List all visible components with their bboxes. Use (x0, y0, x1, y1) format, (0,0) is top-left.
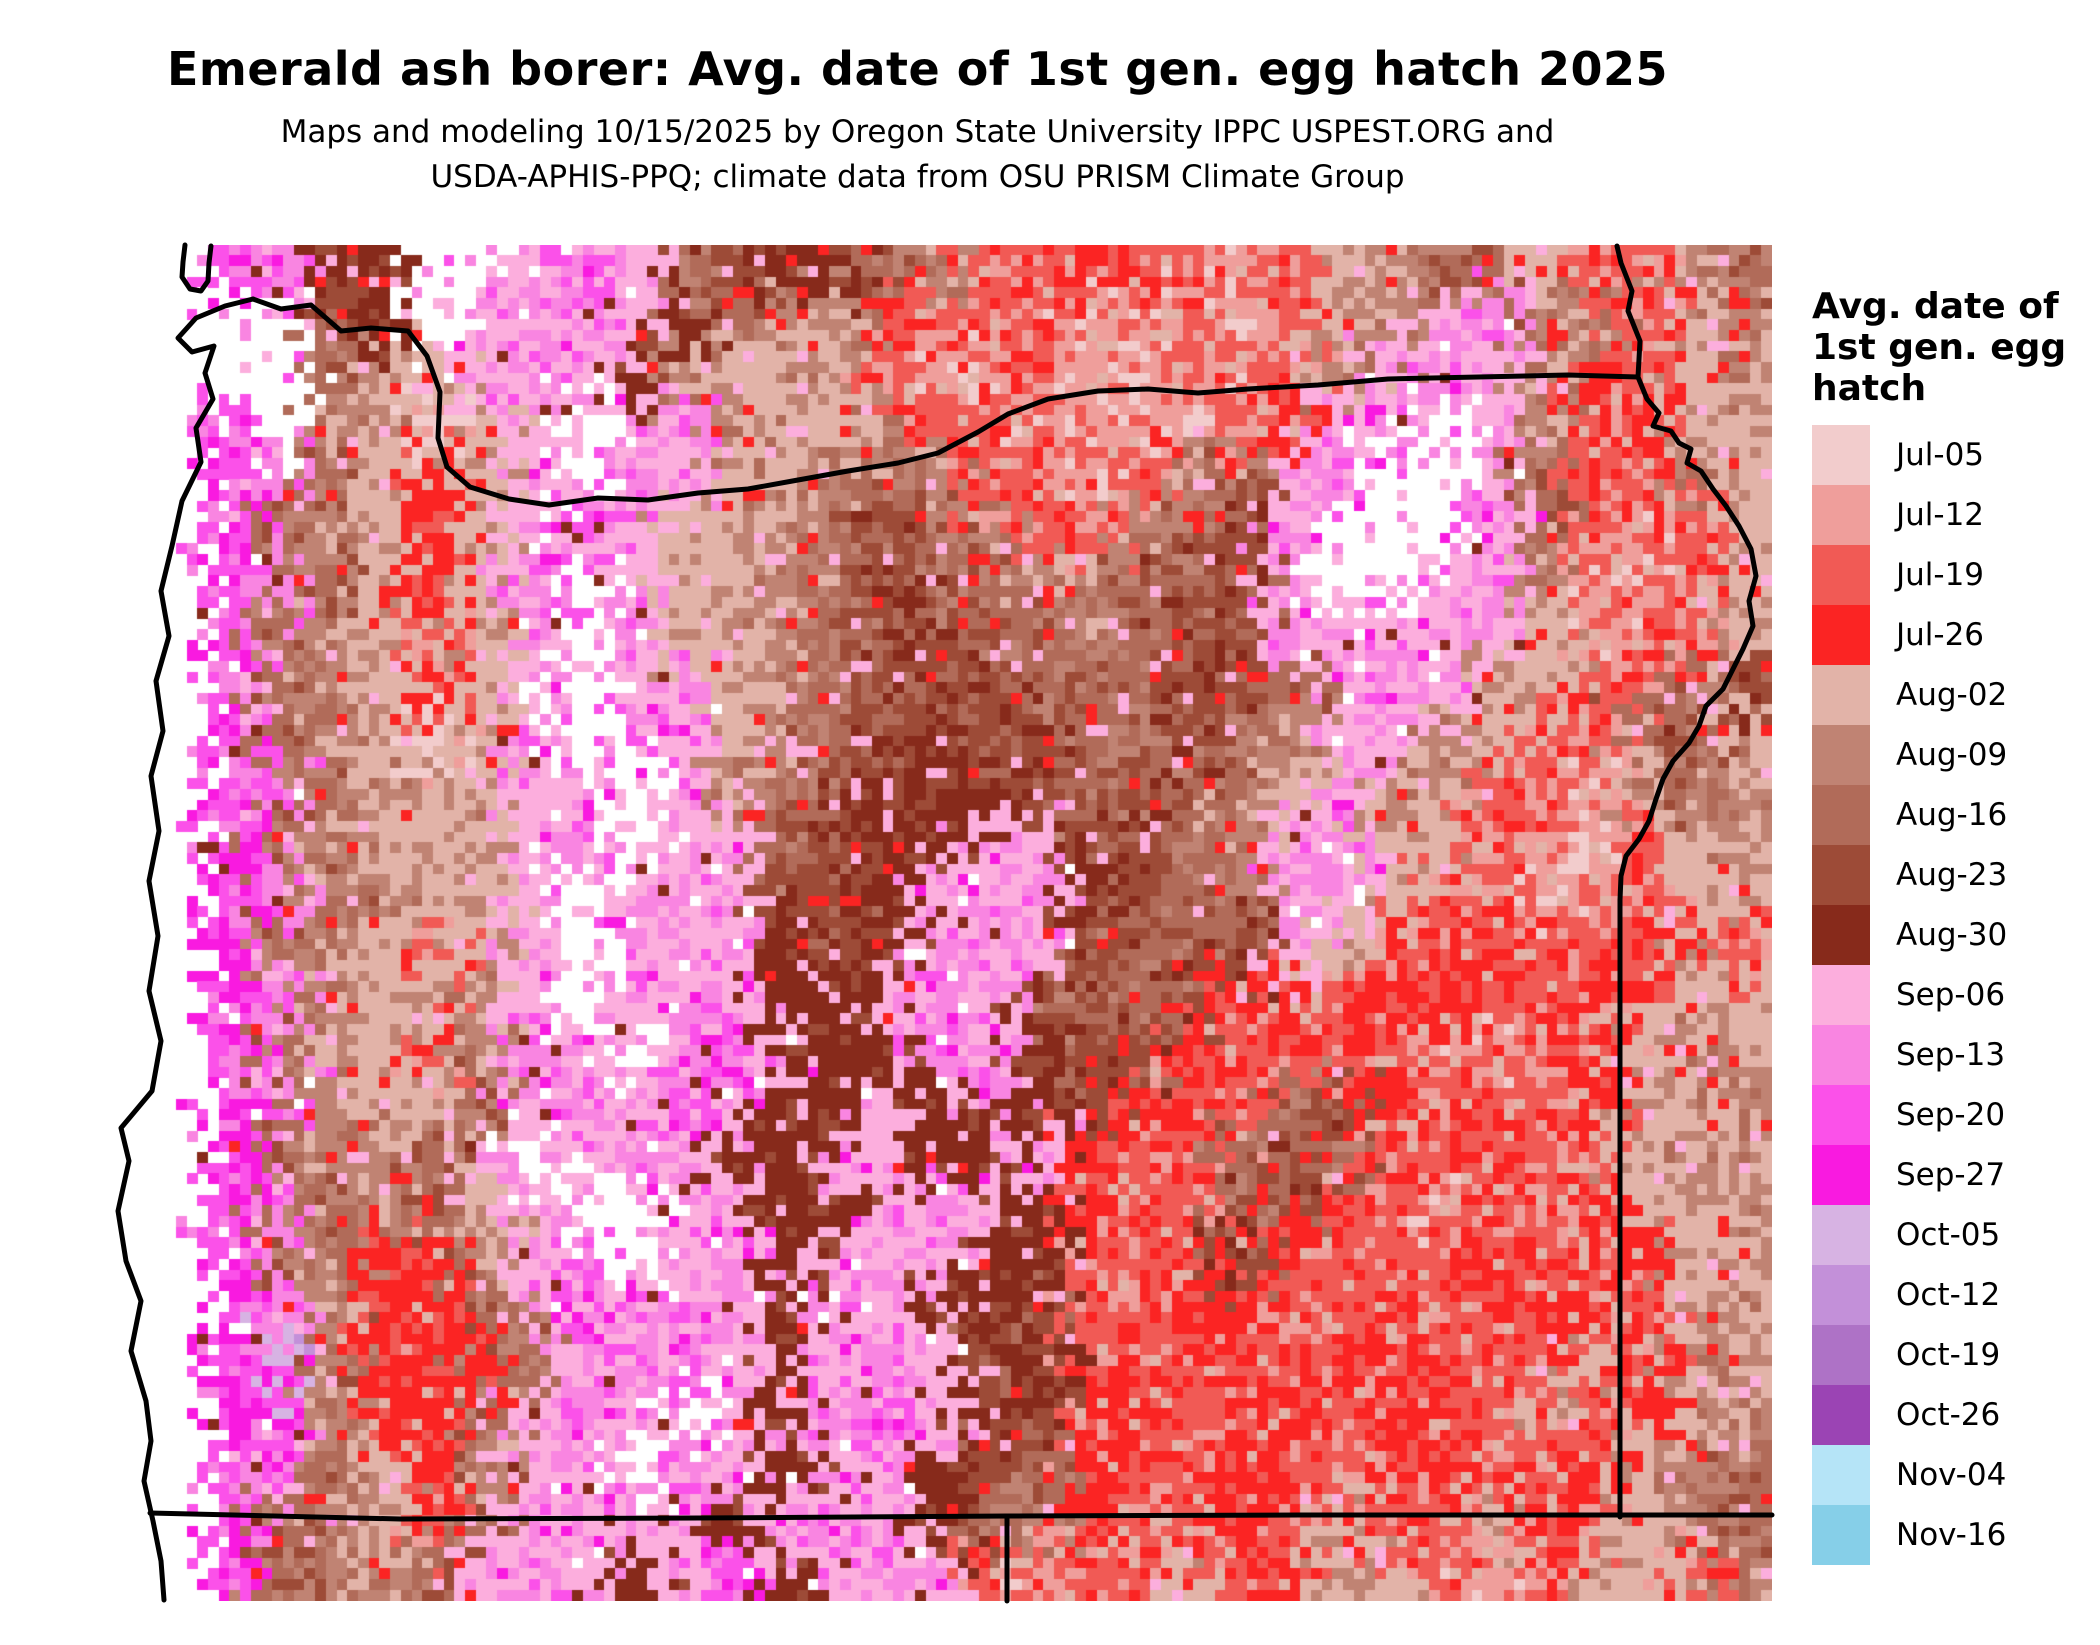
legend-item: Jul-12 (1812, 485, 2097, 545)
legend-label: Oct-05 (1896, 1217, 2001, 1253)
legend-label: Aug-09 (1896, 737, 2008, 773)
legend: Avg. date of 1st gen. egg hatch Jul-05 Ju… (1812, 286, 2097, 1565)
legend-item: Sep-27 (1812, 1145, 2097, 1205)
legend-label: Aug-30 (1896, 917, 2008, 953)
legend-label: Sep-13 (1896, 1037, 2006, 1073)
legend-item: Oct-26 (1812, 1385, 2097, 1445)
legend-label: Jul-12 (1896, 497, 1985, 533)
legend-label: Sep-06 (1896, 977, 2006, 1013)
legend-color-swatch (1812, 1505, 1870, 1565)
legend-label: Aug-02 (1896, 677, 2008, 713)
legend-item: Oct-05 (1812, 1205, 2097, 1265)
legend-color-swatch (1812, 905, 1870, 965)
legend-label: Aug-16 (1896, 797, 2008, 833)
legend-label: Jul-05 (1896, 437, 1985, 473)
figure-subtitle: Maps and modeling 10/15/2025 by Oregon S… (280, 114, 1555, 195)
legend-label: Nov-04 (1896, 1457, 2007, 1493)
legend-item: Sep-13 (1812, 1025, 2097, 1085)
legend-item: Jul-05 (1812, 425, 2097, 485)
legend-color-swatch (1812, 1085, 1870, 1145)
legend-label: Oct-12 (1896, 1277, 2001, 1313)
legend-item: Oct-19 (1812, 1325, 2097, 1385)
legend-item: Sep-20 (1812, 1085, 2097, 1145)
legend-color-swatch (1812, 1265, 1870, 1325)
legend-item: Aug-09 (1812, 725, 2097, 785)
legend-label: Sep-20 (1896, 1097, 2006, 1133)
legend-item: Jul-19 (1812, 545, 2097, 605)
legend-color-swatch (1812, 485, 1870, 545)
legend-color-swatch (1812, 425, 1870, 485)
legend-color-swatch (1812, 725, 1870, 785)
legend-item: Nov-04 (1812, 1445, 2097, 1505)
legend-label: Sep-27 (1896, 1157, 2006, 1193)
legend-color-swatch (1812, 1325, 1870, 1385)
legend-items: Jul-05 Jul-12 Jul-19 Jul-26 Aug-02 Aug-09 Aug-… (1812, 425, 2097, 1565)
legend-item: Aug-16 (1812, 785, 2097, 845)
legend-color-swatch (1812, 1025, 1870, 1085)
legend-label: Jul-26 (1896, 617, 1985, 653)
legend-label: Aug-23 (1896, 857, 2008, 893)
legend-color-swatch (1812, 1445, 1870, 1505)
oregon-raster-map (155, 245, 1772, 1601)
figure-header: Emerald ash borer: Avg. date of 1st gen.… (60, 42, 1775, 200)
legend-color-swatch (1812, 965, 1870, 1025)
legend-color-swatch (1812, 1145, 1870, 1205)
legend-color-swatch (1812, 545, 1870, 605)
legend-label: Oct-19 (1896, 1337, 2001, 1373)
legend-label: Oct-26 (1896, 1397, 2001, 1433)
legend-item: Jul-26 (1812, 605, 2097, 665)
legend-title: Avg. date of 1st gen. egg hatch (1812, 286, 2067, 409)
legend-color-swatch (1812, 1385, 1870, 1445)
figure-title: Emerald ash borer: Avg. date of 1st gen.… (166, 42, 1668, 96)
legend-label: Nov-16 (1896, 1517, 2007, 1553)
legend-item: Sep-06 (1812, 965, 2097, 1025)
legend-item: Oct-12 (1812, 1265, 2097, 1325)
legend-item: Aug-02 (1812, 665, 2097, 725)
legend-item: Aug-30 (1812, 905, 2097, 965)
legend-color-swatch (1812, 785, 1870, 845)
legend-item: Aug-23 (1812, 845, 2097, 905)
legend-item: Nov-16 (1812, 1505, 2097, 1565)
legend-color-swatch (1812, 1205, 1870, 1265)
legend-label: Jul-19 (1896, 557, 1985, 593)
legend-color-swatch (1812, 845, 1870, 905)
legend-color-swatch (1812, 605, 1870, 665)
legend-color-swatch (1812, 665, 1870, 725)
